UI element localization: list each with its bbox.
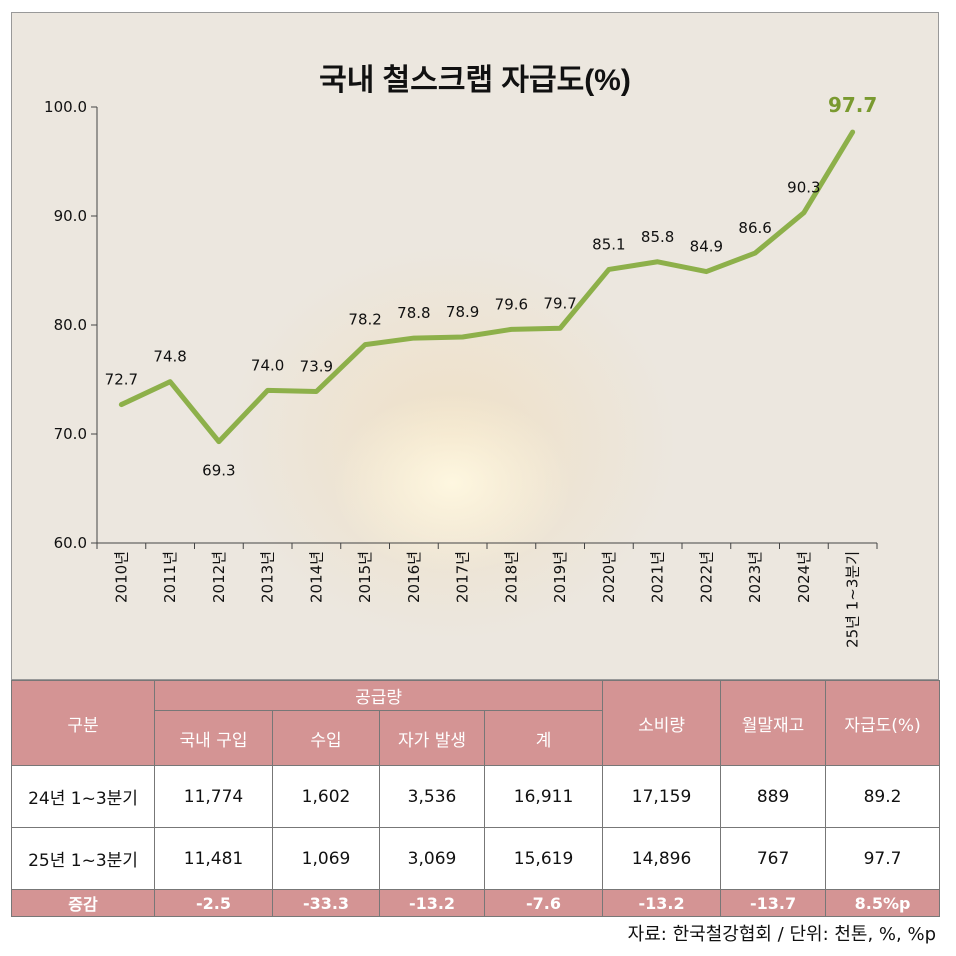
x-tick-label: 2011년 xyxy=(161,551,179,603)
table-cell: 89.2 xyxy=(825,765,941,828)
x-tick-label: 2012년 xyxy=(210,551,228,603)
data-label: 69.3 xyxy=(202,462,235,480)
data-label: 86.6 xyxy=(738,219,771,237)
row-label: 25년 1~3분기 xyxy=(11,827,155,890)
x-tick-label: 2019년 xyxy=(551,551,569,603)
table-cell: 14,896 xyxy=(602,827,722,890)
data-label: 78.9 xyxy=(446,303,479,321)
x-tick-label: 2010년 xyxy=(112,551,130,603)
header-self-sufficiency: 자급도(%) xyxy=(825,680,941,766)
data-label: 85.1 xyxy=(592,235,625,253)
header-supply: 공급량 xyxy=(153,680,604,711)
table-row: 25년 1~3분기 11,481 1,069 3,069 15,619 14,8… xyxy=(11,827,941,890)
chart-panel: 국내 철스크랩 자급도(%) 60.0 70.0 80.0 90.0 100.0 2010… xyxy=(11,12,939,680)
data-label: 73.9 xyxy=(300,357,333,375)
diff-label: 증감 xyxy=(11,889,155,917)
supply-table: 구분 공급량 소비량 월말재고 자급도(%) 국내 구입 수입 자가 발생 계 … xyxy=(11,680,941,917)
table-cell: 11,481 xyxy=(154,827,273,890)
data-label: 79.6 xyxy=(495,295,528,313)
diff-cell: -13.2 xyxy=(379,889,485,917)
table-cell: 1,069 xyxy=(272,827,380,890)
x-tick-label: 2022년 xyxy=(697,551,715,603)
diff-cell: -2.5 xyxy=(154,889,273,917)
diff-cell: -13.2 xyxy=(602,889,722,917)
data-label: 85.8 xyxy=(641,228,674,246)
table-cell: 11,774 xyxy=(154,765,273,828)
diff-cell: -13.7 xyxy=(720,889,827,917)
x-tick-label: 25년 1~3분기 xyxy=(844,551,862,648)
x-tick-label: 2015년 xyxy=(356,551,374,603)
line-chart: 60.0 70.0 80.0 90.0 100.0 2010년 2011년 2012년 2013… xyxy=(44,93,878,648)
table-cell: 16,911 xyxy=(483,765,604,828)
x-tick-label: 2023년 xyxy=(746,551,764,603)
header-self-generated: 자가 발생 xyxy=(379,710,485,766)
header-category: 구분 xyxy=(11,680,155,766)
diff-cell: -7.6 xyxy=(483,889,604,917)
row-label: 24년 1~3분기 xyxy=(11,765,155,828)
data-label: 78.8 xyxy=(397,304,430,322)
data-label: 74.0 xyxy=(251,356,284,374)
header-consumption: 소비량 xyxy=(602,680,722,766)
data-label: 79.7 xyxy=(543,294,576,312)
data-label: 84.9 xyxy=(690,238,723,256)
header-import: 수입 xyxy=(272,710,380,766)
table-cell: 1,602 xyxy=(272,765,380,828)
x-tick-label: 2020년 xyxy=(600,551,618,603)
y-tick-label: 80.0 xyxy=(54,316,87,334)
data-label: 90.3 xyxy=(787,179,820,197)
x-tick-label: 2014년 xyxy=(307,551,325,603)
x-tick-label: 2021년 xyxy=(649,551,667,603)
header-domestic-purchase: 국내 구입 xyxy=(154,710,273,766)
table-cell: 17,159 xyxy=(602,765,722,828)
series-line xyxy=(118,129,856,445)
data-label: 72.7 xyxy=(105,371,138,389)
table-cell: 767 xyxy=(720,827,827,890)
data-label: 74.8 xyxy=(153,348,186,366)
chart-title: 국내 철스크랩 자급도(%) xyxy=(319,64,631,97)
table-cell: 15,619 xyxy=(483,827,604,890)
data-label: 78.2 xyxy=(348,311,381,329)
x-tick-label: 2017년 xyxy=(454,551,472,603)
x-tick-label: 2013년 xyxy=(259,551,277,603)
diff-row: 증감 -2.5 -33.3 -13.2 -7.6 -13.2 -13.7 8.5… xyxy=(11,889,941,917)
table-cell: 97.7 xyxy=(825,827,941,890)
table-cell: 3,069 xyxy=(379,827,485,890)
y-tick-label: 90.0 xyxy=(54,207,87,225)
source-note: 자료: 한국철강협회 / 단위: 천톤, %, %p xyxy=(627,924,936,945)
table-row: 24년 1~3분기 11,774 1,602 3,536 16,911 17,1… xyxy=(11,765,941,828)
y-tick-label: 100.0 xyxy=(44,98,87,116)
y-tick-label: 70.0 xyxy=(54,425,87,443)
x-tick-label: 2018년 xyxy=(502,551,520,603)
data-label: 97.7 xyxy=(828,93,877,117)
y-tick-label: 60.0 xyxy=(54,534,87,552)
table-cell: 3,536 xyxy=(379,765,485,828)
diff-cell: -33.3 xyxy=(272,889,380,917)
x-tick-label: 2024년 xyxy=(795,551,813,603)
x-tick-label: 2016년 xyxy=(405,551,423,603)
table-cell: 889 xyxy=(720,765,827,828)
header-inventory: 월말재고 xyxy=(720,680,827,766)
diff-cell: 8.5%p xyxy=(825,889,941,917)
header-total: 계 xyxy=(483,710,604,766)
